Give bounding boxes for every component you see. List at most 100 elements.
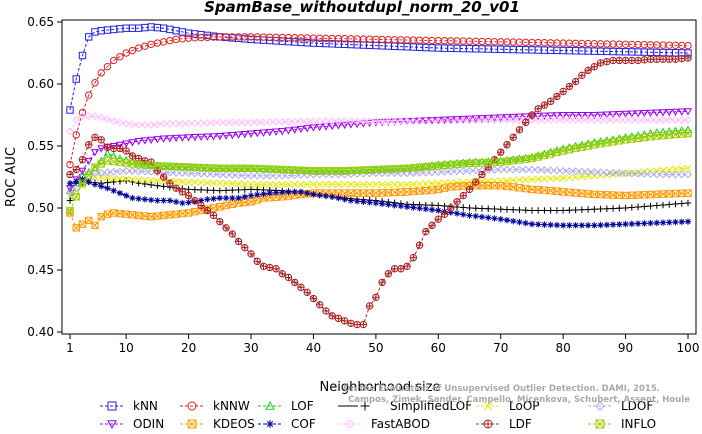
data-point (97, 145, 106, 153)
data-point (241, 244, 249, 252)
data-point (553, 221, 561, 229)
x-tick-label: 10 (119, 341, 134, 355)
data-point (328, 312, 336, 320)
data-point (609, 168, 617, 177)
data-point (78, 51, 87, 60)
data-point (78, 156, 87, 164)
legend-item-ldf: LDF (476, 417, 532, 431)
data-point (153, 177, 161, 185)
data-point (415, 117, 424, 126)
data-point (453, 116, 461, 125)
data-point (684, 129, 692, 138)
data-point (652, 109, 661, 117)
x-tick-label: 1 (66, 341, 74, 355)
data-point (216, 179, 224, 187)
data-point (434, 117, 443, 126)
data-point (66, 127, 74, 136)
data-point (559, 174, 567, 182)
data-point (678, 165, 686, 173)
data-point (72, 165, 80, 174)
data-point (678, 130, 686, 138)
data-point (584, 116, 593, 124)
data-point (122, 119, 131, 128)
data-point (209, 211, 218, 220)
data-point (447, 183, 455, 191)
data-point (147, 181, 155, 189)
x-tick-label: 40 (306, 341, 321, 355)
data-point (415, 168, 424, 177)
data-point (73, 178, 80, 185)
data-point (640, 109, 649, 118)
data-point (122, 140, 131, 148)
legend-swatch-marker (266, 420, 274, 428)
data-point (172, 210, 180, 218)
data-point (254, 191, 261, 198)
data-point (391, 202, 398, 209)
data-point (603, 205, 611, 212)
data-point (646, 116, 655, 124)
data-point (590, 141, 599, 149)
data-point (578, 173, 586, 181)
data-point (203, 179, 211, 187)
data-point (166, 179, 174, 187)
data-point (134, 167, 143, 176)
legend-label: COF (291, 417, 316, 431)
data-point (428, 117, 436, 126)
data-point (671, 108, 680, 117)
data-point (503, 141, 511, 149)
data-point (609, 56, 617, 65)
data-point (97, 168, 106, 177)
data-point (534, 153, 542, 161)
data-point (646, 55, 655, 63)
data-point (577, 116, 586, 124)
data-point (440, 117, 449, 125)
legend-item-fastabod: FastABOD (338, 417, 430, 431)
data-point (615, 191, 624, 200)
legend-swatch-marker (187, 419, 197, 429)
data-point (434, 168, 443, 176)
data-point (191, 178, 199, 186)
data-point (222, 170, 230, 179)
data-point (272, 265, 280, 273)
series-knn (66, 23, 692, 114)
data-point (547, 221, 554, 229)
x-tick-label: 100 (677, 341, 700, 355)
data-point (303, 288, 311, 296)
data-point (160, 183, 167, 190)
data-point (515, 176, 524, 184)
data-point (485, 214, 492, 221)
data-point (646, 133, 655, 141)
data-point (122, 49, 130, 57)
data-point (621, 116, 630, 124)
data-point (409, 169, 418, 177)
data-point (416, 205, 423, 212)
data-point (578, 143, 586, 151)
x-tick-label: 30 (243, 341, 258, 355)
data-point (153, 120, 162, 129)
data-point (66, 160, 74, 169)
data-point (110, 187, 117, 194)
y-axis-label: ROC AUC (4, 147, 19, 207)
data-point (503, 216, 511, 224)
data-point (222, 179, 230, 188)
data-point (684, 189, 692, 197)
data-point (540, 116, 549, 124)
data-point (428, 179, 436, 188)
data-point (540, 186, 549, 194)
legend-swatch-marker (360, 401, 370, 411)
data-point (347, 197, 355, 204)
data-point (453, 198, 461, 206)
y-tick-label: 0.60 (27, 77, 54, 91)
data-point (428, 221, 436, 229)
data-point (147, 121, 156, 129)
data-point (565, 116, 574, 124)
data-point (240, 171, 249, 180)
legend-item-cof: COF (258, 417, 316, 431)
data-point (265, 171, 274, 180)
data-point (540, 166, 549, 174)
data-point (566, 207, 573, 214)
data-point (134, 154, 143, 163)
data-point (590, 63, 599, 71)
data-point (253, 257, 261, 265)
data-point (179, 199, 186, 207)
